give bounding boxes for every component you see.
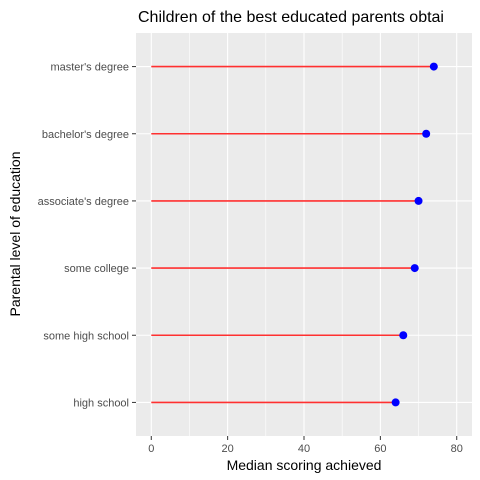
x-axis-ticks: 0 20 40 60 80 <box>148 436 463 455</box>
x-tick-label: 0 <box>148 443 154 455</box>
y-tick-label: some high school <box>43 330 129 342</box>
chart-title: Children of the best educated parents ob… <box>138 9 444 26</box>
y-tick-label: some college <box>64 263 129 275</box>
data-marks <box>151 62 438 407</box>
lollipop-point <box>410 264 419 273</box>
x-tick-label: 80 <box>451 443 463 455</box>
x-tick-label: 40 <box>298 443 310 455</box>
lollipop-point <box>399 331 408 340</box>
lollipop-point <box>422 129 431 138</box>
lollipop-point <box>391 398 400 407</box>
y-tick-label: bachelor's degree <box>42 129 129 141</box>
lollipop-point <box>429 62 438 71</box>
lollipop-point <box>414 196 423 205</box>
y-tick-label: high school <box>73 397 129 409</box>
y-axis-ticks: master's degree bachelor's degree associat… <box>38 62 136 409</box>
x-tick-label: 60 <box>374 443 386 455</box>
y-axis-title: Parental level of education <box>7 152 23 317</box>
x-axis-title: Median scoring achieved <box>227 457 382 473</box>
x-tick-label: 20 <box>222 443 234 455</box>
y-tick-label: master's degree <box>50 62 129 74</box>
y-tick-label: associate's degree <box>38 196 129 208</box>
